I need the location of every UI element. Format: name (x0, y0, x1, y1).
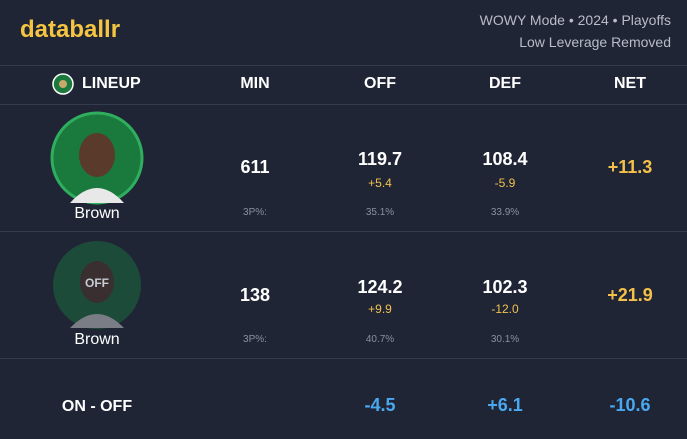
col-header[interactable]: DEF (489, 75, 521, 92)
summary-net: -10.6 (609, 395, 651, 415)
def: 108.4 (482, 149, 528, 169)
min: 138 (239, 285, 271, 305)
def-diff: -12.0 (491, 302, 519, 316)
mode: WOWY Mode • 2024 • Playoffs (479, 12, 671, 28)
summary-label: ON - OFF (61, 398, 133, 415)
off-3p: 35.1% (365, 207, 395, 218)
def: 102.3 (482, 277, 528, 297)
net: +21.9 (607, 285, 653, 305)
col-header[interactable]: LINEUP (82, 75, 141, 92)
off-diff: +9.9 (368, 302, 392, 316)
avatar (53, 241, 141, 329)
divider (0, 231, 687, 232)
col-header[interactable]: MIN (240, 75, 270, 92)
def-3p: 30.1% (490, 334, 520, 345)
shot-label: 3P%: (243, 207, 267, 218)
team-logo (52, 73, 74, 95)
avatar (50, 111, 144, 205)
divider (0, 358, 687, 359)
shot-label: 3P%: (243, 334, 267, 345)
off-diff: +5.4 (368, 176, 392, 190)
divider (0, 65, 687, 66)
off: 124.2 (357, 277, 403, 297)
player-name: Brown (74, 331, 120, 348)
col-header[interactable]: NET (614, 75, 646, 92)
def-3p: 33.9% (490, 207, 520, 218)
min: 611 (240, 157, 270, 177)
col-header[interactable]: OFF (364, 75, 396, 92)
summary-def: +6.1 (487, 395, 523, 415)
off-badge: OFF (85, 276, 109, 290)
off-3p: 40.7% (365, 334, 395, 345)
summary-off: -4.5 (364, 395, 396, 415)
player-name: Brown (74, 205, 120, 222)
brand[interactable]: databallr (20, 16, 121, 43)
off: 119.7 (357, 149, 403, 169)
divider (0, 104, 687, 105)
def-diff: -5.9 (494, 176, 516, 190)
net: +11.3 (607, 157, 653, 177)
note: Low Leverage Removed (519, 34, 671, 50)
